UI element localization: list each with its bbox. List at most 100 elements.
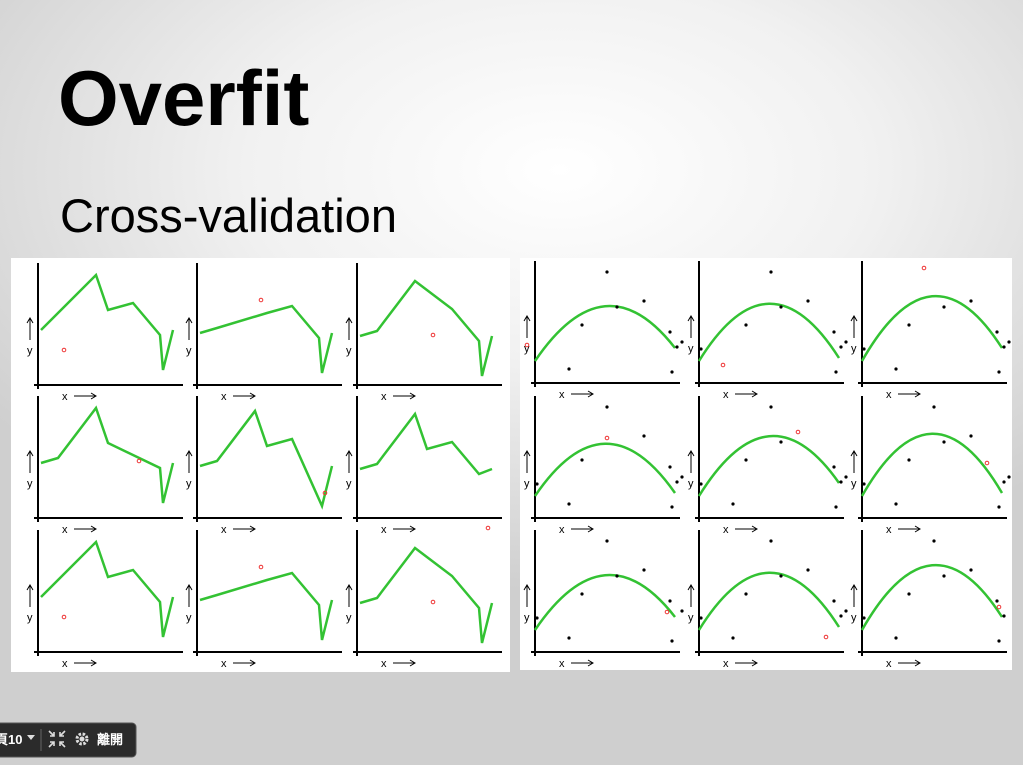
data-point xyxy=(605,405,609,409)
data-point xyxy=(969,434,973,438)
y-arrow xyxy=(523,450,531,473)
page-number[interactable]: 10 xyxy=(8,732,22,747)
x-label: x xyxy=(381,391,387,403)
y-arrow xyxy=(345,317,353,340)
x-arrow xyxy=(735,525,758,533)
fit-curve xyxy=(533,442,677,497)
data-point xyxy=(535,616,539,620)
y-arrow xyxy=(185,317,193,340)
data-point xyxy=(907,323,911,327)
data-point xyxy=(779,574,783,578)
data-point xyxy=(839,345,843,349)
fit-line xyxy=(359,411,493,476)
data-point xyxy=(675,480,679,484)
x-arrow xyxy=(393,525,416,533)
x-label: x xyxy=(559,658,565,670)
held-out-point xyxy=(136,458,142,464)
x-arrow xyxy=(74,659,97,667)
y-label: y xyxy=(186,345,192,357)
y-label: y xyxy=(346,345,352,357)
fit-curve xyxy=(697,434,841,497)
y-arrow xyxy=(523,315,531,338)
held-out-point xyxy=(61,347,67,353)
y-arrow xyxy=(185,584,193,607)
y-label: y xyxy=(688,612,694,624)
y-arrow xyxy=(185,450,193,473)
x-label: x xyxy=(886,389,892,401)
x-label: x xyxy=(62,391,68,403)
plots: y x y x y x y x y x y x y x y x y x y x y x y x y x y x y x y x y x y x xyxy=(26,261,1011,670)
x-arrow xyxy=(233,659,256,667)
fit-line xyxy=(199,571,334,641)
data-point xyxy=(699,347,703,351)
fullscreen-icon[interactable] xyxy=(48,730,66,748)
y-label: y xyxy=(688,478,694,490)
x-arrow xyxy=(898,525,921,533)
y-label: y xyxy=(346,612,352,624)
fit-curve xyxy=(860,564,1004,631)
fit-curve xyxy=(533,304,676,362)
fit-curve xyxy=(860,432,1004,497)
x-label: x xyxy=(723,658,729,670)
data-point xyxy=(779,440,783,444)
data-point xyxy=(894,636,898,640)
x-label: x xyxy=(62,658,68,670)
data-point xyxy=(997,639,1001,643)
data-point xyxy=(839,614,843,618)
x-label: x xyxy=(221,391,227,403)
x-label: x xyxy=(62,524,68,536)
held-out-point xyxy=(720,362,726,368)
y-label: y xyxy=(524,612,530,624)
data-point xyxy=(668,465,672,469)
data-point xyxy=(932,539,936,543)
data-point xyxy=(907,458,911,462)
fit-line xyxy=(40,272,175,371)
data-point xyxy=(744,323,748,327)
held-out-point xyxy=(430,332,436,338)
data-point xyxy=(744,592,748,596)
page-dropdown[interactable] xyxy=(27,735,35,740)
settings-icon-center xyxy=(79,736,85,742)
y-arrow xyxy=(26,317,34,340)
data-point xyxy=(862,616,866,620)
data-point xyxy=(605,539,609,543)
y-arrow xyxy=(345,584,353,607)
settings-icon[interactable] xyxy=(75,732,89,746)
data-point xyxy=(580,592,584,596)
data-point xyxy=(907,592,911,596)
y-arrow xyxy=(850,584,858,607)
x-arrow xyxy=(735,659,758,667)
data-point xyxy=(642,568,646,572)
y-label: y xyxy=(186,612,192,624)
data-point xyxy=(844,475,848,479)
held-out-point xyxy=(430,599,436,605)
data-point xyxy=(1002,614,1006,618)
data-point xyxy=(535,482,539,486)
y-arrow xyxy=(345,450,353,473)
fit-line xyxy=(359,546,494,644)
data-point xyxy=(806,568,810,572)
data-point xyxy=(894,367,898,371)
data-point xyxy=(844,609,848,613)
data-point xyxy=(932,405,936,409)
exit-button[interactable]: 離開 xyxy=(97,732,123,747)
x-label: x xyxy=(221,658,227,670)
y-arrow xyxy=(687,315,695,338)
held-out-point xyxy=(604,435,610,441)
data-point xyxy=(580,458,584,462)
data-point xyxy=(567,502,571,506)
data-point xyxy=(642,299,646,303)
fit-line xyxy=(199,304,334,374)
y-label: y xyxy=(524,478,530,490)
y-arrow xyxy=(850,315,858,338)
data-point xyxy=(642,434,646,438)
data-point xyxy=(1002,345,1006,349)
data-point xyxy=(670,370,674,374)
page-prefix: 頁 xyxy=(0,732,8,747)
x-label: x xyxy=(559,524,565,536)
data-point xyxy=(769,539,773,543)
held-out-point xyxy=(795,429,801,435)
held-out-point xyxy=(823,634,829,640)
x-arrow xyxy=(74,392,97,400)
